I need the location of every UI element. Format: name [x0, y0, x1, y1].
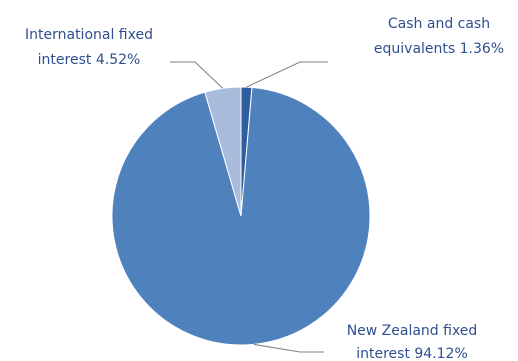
slice-label-international-line2: interest 4.52%: [38, 52, 141, 68]
leader-line-cash-and-cash-equivalents: [246, 61, 328, 88]
slice-label-new-zealand-line1: New Zealand fixed: [347, 323, 478, 339]
leader-line-international-fixed-interest: [170, 61, 224, 89]
leader-line-new-zealand-fixed-interest: [253, 343, 324, 353]
pie-slice-international-fixed-interest: [204, 86, 242, 217]
pie-slices: [111, 86, 371, 346]
slice-label-cash-line1: Cash and cash: [388, 16, 490, 32]
pie-slice-new-zealand-fixed-interest: [111, 86, 371, 346]
leader-lines: [170, 61, 328, 353]
slice-label-international-line1: International fixed: [25, 27, 153, 43]
slice-label-new-zealand-line2: interest 94.12%: [356, 346, 468, 361]
slice-label-cash-line2: equivalents 1.36%: [374, 41, 504, 57]
